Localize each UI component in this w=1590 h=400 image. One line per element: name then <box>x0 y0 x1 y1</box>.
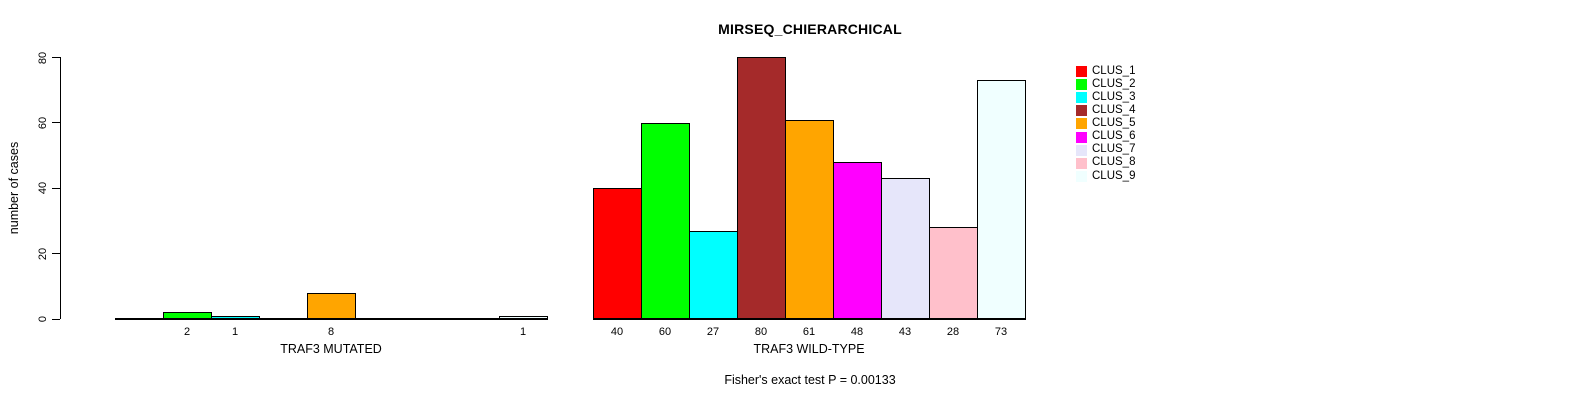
legend-label: CLUS_8 <box>1092 156 1136 169</box>
legend-item: CLUS_5 <box>1076 117 1135 130</box>
legend-swatch <box>1076 92 1087 104</box>
legend-swatch <box>1076 118 1087 130</box>
bar-clus_8 <box>929 227 978 319</box>
bar-clus_2 <box>641 123 690 319</box>
legend-swatch <box>1076 66 1087 78</box>
bar-value-label: 1 <box>231 326 239 338</box>
legend-item: CLUS_3 <box>1076 91 1135 104</box>
legend-label: CLUS_9 <box>1092 169 1136 182</box>
bar-value-label: 61 <box>802 326 816 338</box>
y-axis-tick-label: 60 <box>37 116 49 129</box>
legend-swatch <box>1076 105 1087 117</box>
legend-label: CLUS_1 <box>1092 64 1136 77</box>
bar-clus_5 <box>785 120 834 319</box>
legend-item: CLUS_9 <box>1076 170 1135 183</box>
y-axis-tick <box>52 253 60 255</box>
y-axis-title: number of cases <box>7 141 21 235</box>
bar-value-label: 8 <box>327 326 335 338</box>
group-label-traf3-wild-type: TRAF3 WILD-TYPE <box>753 342 865 356</box>
y-axis-tick-label: 20 <box>37 247 49 260</box>
legend-swatch <box>1076 79 1087 91</box>
bar-value-label: 43 <box>898 326 912 338</box>
bar-clus_3 <box>689 231 738 319</box>
legend-label: CLUS_6 <box>1092 130 1136 143</box>
chart-title: MIRSEQ_CHIERARCHICAL <box>718 21 902 37</box>
legend: CLUS_1 CLUS_2 CLUS_3 CLUS_4 CLUS_5 CLUS_6 CLUS… <box>1076 65 1135 183</box>
bar-clus_7 <box>881 178 930 319</box>
legend-swatch <box>1076 170 1087 182</box>
bar-value-label: 73 <box>994 326 1008 338</box>
legend-label: CLUS_2 <box>1092 77 1136 90</box>
legend-label: CLUS_5 <box>1092 117 1136 130</box>
group-label-traf3-mutated: TRAF3 MUTATED <box>280 342 382 356</box>
legend-label: CLUS_3 <box>1092 90 1136 103</box>
bar-value-label: 80 <box>754 326 768 338</box>
bar-value-label: 2 <box>183 326 191 338</box>
y-axis-tick-label: 80 <box>37 51 49 64</box>
legend-item: CLUS_4 <box>1076 104 1135 117</box>
bar-value-label: 60 <box>658 326 672 338</box>
bar-clus_4 <box>737 57 786 319</box>
legend-item: CLUS_1 <box>1076 65 1135 78</box>
y-axis-line <box>59 57 61 319</box>
bar-value-label: 27 <box>706 326 720 338</box>
legend-swatch <box>1076 157 1087 169</box>
bar-clus_6 <box>833 162 882 319</box>
bar-value-label: 48 <box>850 326 864 338</box>
bar-value-label: 40 <box>610 326 624 338</box>
bar-clus_9 <box>977 80 1026 319</box>
bar-clus_9 <box>499 316 548 319</box>
y-axis-tick-label: 40 <box>37 182 49 195</box>
legend-label: CLUS_7 <box>1092 143 1136 156</box>
y-axis-tick <box>52 318 60 320</box>
y-axis-tick <box>52 122 60 124</box>
legend-item: CLUS_8 <box>1076 157 1135 170</box>
legend-item: CLUS_7 <box>1076 144 1135 157</box>
legend-label: CLUS_4 <box>1092 104 1136 117</box>
legend-swatch <box>1076 144 1087 156</box>
legend-swatch <box>1076 131 1087 143</box>
bar-clus_1 <box>593 188 642 319</box>
bar-clus_3 <box>211 316 260 319</box>
bar-clus_5 <box>307 293 356 319</box>
legend-item: CLUS_2 <box>1076 78 1135 91</box>
bar-clus_2 <box>163 312 212 319</box>
y-axis-tick <box>52 57 60 58</box>
y-axis-tick-label: 0 <box>37 315 49 323</box>
y-axis-tick <box>52 187 60 189</box>
fisher-test-annotation: Fisher's exact test P = 0.00133 <box>724 373 896 387</box>
legend-item: CLUS_6 <box>1076 130 1135 143</box>
bar-value-label: 28 <box>946 326 960 338</box>
bar-value-label: 1 <box>519 326 527 338</box>
